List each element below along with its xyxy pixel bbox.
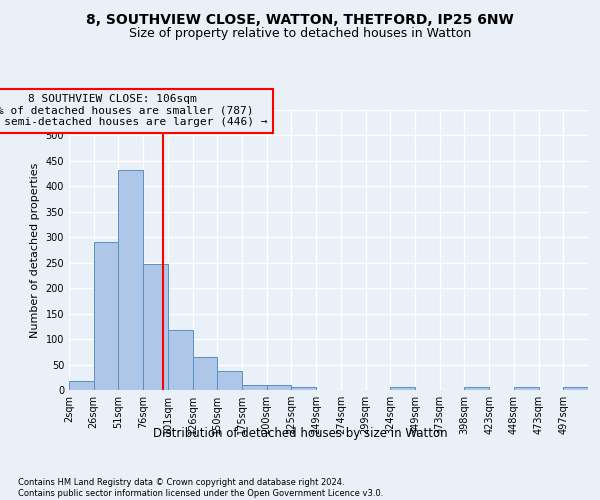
Bar: [69, 382, 94, 390]
Bar: [193, 357, 217, 390]
Bar: [464, 388, 489, 390]
Bar: [563, 388, 588, 390]
Bar: [292, 388, 316, 390]
Bar: [390, 388, 415, 390]
Bar: [267, 385, 292, 390]
Bar: [168, 330, 193, 390]
Text: Distribution of detached houses by size in Watton: Distribution of detached houses by size …: [152, 428, 448, 440]
Bar: [118, 170, 143, 390]
Text: Size of property relative to detached houses in Watton: Size of property relative to detached ho…: [129, 28, 471, 40]
Bar: [94, 242, 118, 390]
Bar: [242, 385, 267, 390]
Text: Contains HM Land Registry data © Crown copyright and database right 2024.
Contai: Contains HM Land Registry data © Crown c…: [18, 478, 383, 498]
Text: 8, SOUTHVIEW CLOSE, WATTON, THETFORD, IP25 6NW: 8, SOUTHVIEW CLOSE, WATTON, THETFORD, IP…: [86, 12, 514, 26]
Bar: [143, 264, 168, 390]
Bar: [217, 371, 242, 390]
Text: 8 SOUTHVIEW CLOSE: 106sqm
← 64% of detached houses are smaller (787)
36% of semi: 8 SOUTHVIEW CLOSE: 106sqm ← 64% of detac…: [0, 94, 268, 128]
Bar: [514, 388, 539, 390]
Y-axis label: Number of detached properties: Number of detached properties: [30, 162, 40, 338]
